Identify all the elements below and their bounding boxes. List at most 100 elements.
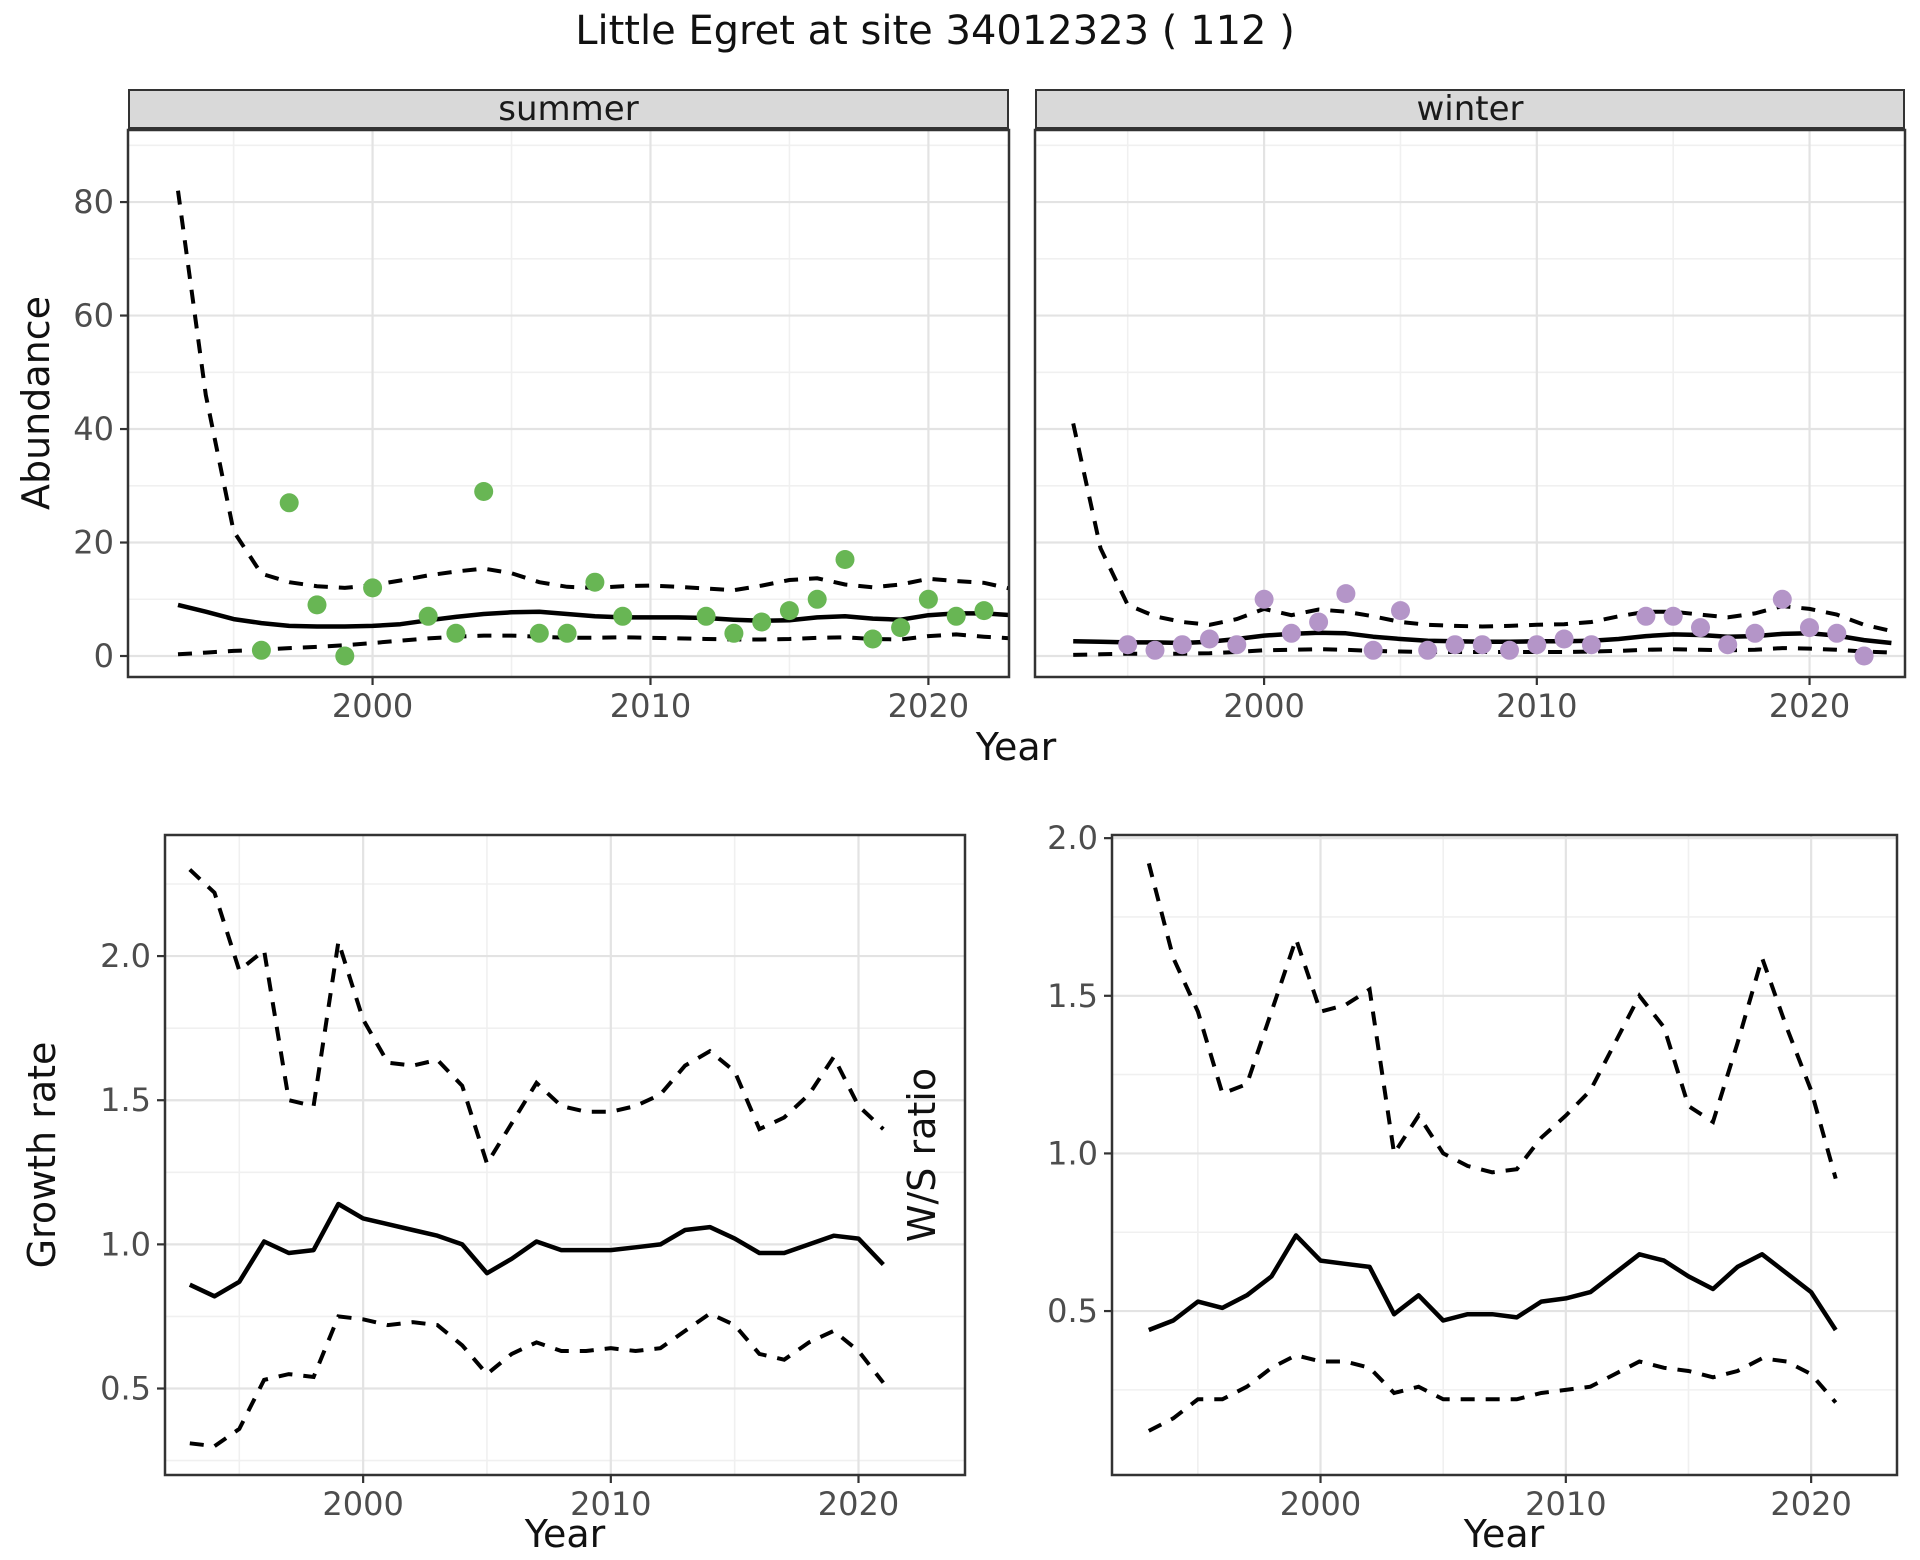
ws-y-tick-label: 1.5	[1047, 977, 1098, 1015]
winter-data-point	[1118, 635, 1138, 655]
summer-y-tick-label: 40	[73, 410, 114, 448]
winter-series	[1071, 422, 1892, 666]
winter-data-point	[1581, 635, 1601, 655]
winter-data-point	[1418, 640, 1438, 660]
x-axis-title-year-ws: Year	[1463, 1512, 1545, 1556]
summer-data-point	[863, 629, 883, 649]
ws-x-tick-label: 2020	[1770, 1485, 1851, 1523]
growth-x-axis: 2000 2010 2020	[322, 1475, 899, 1523]
summer-data-point	[918, 589, 938, 609]
winter-x-tick-label: 2020	[1769, 687, 1850, 725]
winter-panel: 2000 2010 2020	[1033, 128, 1907, 725]
winter-data-point	[1391, 601, 1410, 621]
summer-panel: 2000 2010 2020 0 20 40 60 80	[73, 128, 1011, 725]
summer-data-point	[474, 482, 494, 501]
ws-lower-ci-line	[1147, 1353, 1838, 1433]
summer-data-point	[696, 606, 716, 626]
summer-y-tick-label: 0	[94, 637, 114, 675]
summer-data-point	[251, 640, 271, 660]
growth-panel: 2000 2010 2020 0.5 1.0 1.5 2.0	[100, 833, 967, 1523]
summer-data-point	[613, 606, 633, 626]
ws-series	[1146, 862, 1838, 1433]
summer-data-point	[946, 606, 966, 626]
facet-strip-winter: winter	[1035, 89, 1905, 129]
summer-x-axis: 2000 2010 2020	[332, 677, 969, 725]
winter-upper-ci-line	[1071, 422, 1892, 633]
growth-x-tick-label: 2000	[322, 1485, 403, 1523]
summer-data-point	[974, 601, 994, 621]
facet-strip-summer: summer	[128, 89, 1009, 129]
growth-panel-border	[163, 833, 967, 1477]
summer-x-tick-label: 2010	[610, 687, 691, 725]
summer-data-point	[529, 623, 549, 643]
winter-panel-bg	[1035, 130, 1905, 677]
winter-data-point	[1172, 635, 1192, 655]
growth-y-tick-label: 1.0	[100, 1225, 151, 1263]
summer-data-point	[446, 623, 466, 643]
summer-data-point	[279, 493, 299, 513]
growth-y-tick-label: 2.0	[100, 937, 151, 975]
ws-y-tick-label: 2.0	[1047, 819, 1098, 857]
winter-data-point	[1827, 623, 1847, 643]
winter-data-point	[1772, 589, 1792, 609]
summer-data-point	[335, 646, 355, 666]
winter-data-point	[1691, 618, 1710, 638]
summer-y-axis: 0 20 40 60 80	[73, 183, 128, 675]
winter-data-point	[1200, 629, 1219, 649]
winter-data-point	[1309, 612, 1329, 632]
summer-data-point	[418, 606, 438, 626]
growth-lower-ci-line	[189, 1311, 885, 1449]
winter-data-point	[1854, 646, 1874, 666]
ws-upper-ci-line	[1146, 862, 1838, 1180]
summer-y-tick-label: 60	[73, 297, 114, 335]
ws-panel-border	[1110, 833, 1899, 1477]
ws-y-tick-label: 0.5	[1047, 1292, 1098, 1330]
ws-x-tick-label: 2010	[1525, 1485, 1606, 1523]
growth-gridlines	[165, 835, 965, 1475]
summer-panel-bg	[128, 130, 1009, 677]
ws-x-tick-label: 2000	[1280, 1485, 1361, 1523]
growth-x-tick-label: 2020	[818, 1485, 899, 1523]
y-axis-title-abundance: Abundance	[14, 295, 58, 511]
ws-y-tick-label: 1.0	[1047, 1134, 1098, 1172]
growth-series	[188, 868, 885, 1449]
winter-data-point	[1554, 629, 1574, 649]
winter-data-point	[1227, 635, 1247, 655]
summer-data-point	[307, 595, 327, 615]
summer-gridlines	[128, 130, 1009, 677]
summer-series	[176, 190, 1009, 666]
winter-data-point	[1445, 635, 1465, 655]
summer-data-point	[557, 623, 577, 643]
summer-median-line	[177, 602, 1009, 629]
ws-panel: 2000 2010 2020 0.5 1.0 1.5 2.0	[1047, 819, 1899, 1523]
summer-data-point	[779, 601, 799, 621]
winter-data-point	[1663, 606, 1683, 626]
winter-data-point	[1145, 640, 1165, 660]
ws-median-line	[1147, 1233, 1838, 1333]
summer-data-point	[724, 623, 744, 643]
ws-panel-bg	[1112, 835, 1897, 1475]
y-axis-title-ws-ratio: W/S ratio	[900, 1067, 944, 1243]
summer-data-point	[891, 618, 911, 638]
summer-data-point	[807, 589, 827, 609]
ws-y-axis: 0.5 1.0 1.5 2.0	[1047, 819, 1112, 1330]
growth-y-tick-label: 0.5	[100, 1370, 151, 1408]
summer-panel-border	[126, 128, 1011, 679]
summer-x-tick-label: 2000	[332, 687, 413, 725]
x-axis-title-year-growth: Year	[524, 1512, 606, 1556]
winter-data-point	[1745, 623, 1765, 643]
winter-data-point	[1500, 640, 1519, 660]
summer-data-point	[585, 572, 605, 592]
y-axis-title-growth-rate: Growth rate	[20, 1041, 64, 1269]
facet-strip-winter-label: winter	[1416, 89, 1524, 129]
chart-title: Little Egret at site 34012323 ( 112 )	[575, 8, 1295, 54]
winter-x-tick-label: 2000	[1223, 687, 1304, 725]
winter-data-point	[1472, 635, 1492, 655]
growth-median-line	[188, 1201, 885, 1299]
summer-y-tick-label: 20	[73, 524, 114, 562]
ws-x-axis: 2000 2010 2020	[1280, 1475, 1852, 1523]
x-axis-title-year-top: Year	[975, 725, 1057, 769]
winter-x-tick-label: 2010	[1496, 687, 1577, 725]
summer-data-point	[363, 578, 383, 598]
